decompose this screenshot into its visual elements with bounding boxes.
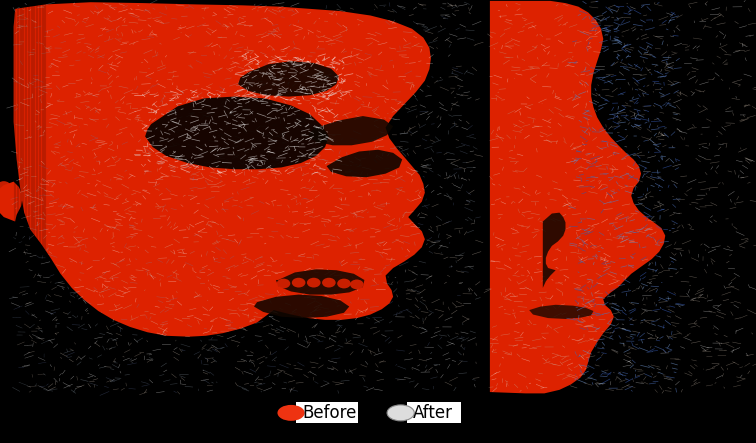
Polygon shape — [0, 182, 23, 222]
FancyBboxPatch shape — [296, 402, 358, 423]
Polygon shape — [308, 116, 393, 145]
Polygon shape — [14, 2, 431, 337]
Polygon shape — [145, 97, 329, 169]
Circle shape — [277, 405, 305, 421]
Ellipse shape — [292, 278, 305, 288]
Ellipse shape — [0, 190, 9, 200]
Ellipse shape — [0, 195, 16, 212]
Ellipse shape — [277, 279, 290, 288]
Ellipse shape — [337, 279, 351, 288]
Polygon shape — [490, 1, 665, 393]
Text: After: After — [413, 404, 453, 422]
Polygon shape — [254, 295, 349, 318]
Ellipse shape — [350, 280, 364, 289]
Polygon shape — [276, 269, 364, 295]
Polygon shape — [529, 305, 593, 319]
Polygon shape — [543, 213, 565, 288]
Ellipse shape — [0, 181, 11, 191]
Text: Before: Before — [302, 404, 357, 422]
Ellipse shape — [307, 278, 321, 288]
Polygon shape — [327, 150, 402, 177]
FancyBboxPatch shape — [407, 402, 461, 423]
Polygon shape — [238, 61, 339, 97]
Circle shape — [387, 405, 414, 421]
Ellipse shape — [322, 278, 336, 288]
